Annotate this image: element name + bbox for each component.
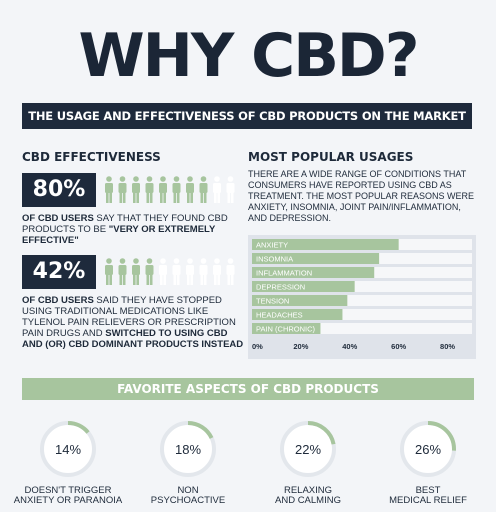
favorite-label: BEST MEDICAL RELIEF	[389, 485, 467, 506]
x-tick-label: 20%	[293, 342, 308, 351]
favorite-label: NON PSYCHOACTIVE	[150, 485, 226, 506]
person-icon	[226, 176, 235, 203]
effectiveness-heading: CBD EFFECTIVENESS	[22, 150, 161, 164]
stat-emphasis: "VERY OR EXTREMELY EFFECTIVE"	[22, 224, 216, 246]
stat-lead: OF CBD USERS	[22, 295, 94, 306]
x-tick-label: 80%	[440, 342, 455, 351]
person-icon	[118, 176, 127, 203]
ring-progress	[400, 421, 456, 477]
usage-bar-chart-svg: ANXIETY INSOMNIA INFLAMMATION DEPRESSION TEN…	[252, 239, 472, 351]
favorite-item: 22% RELAXING AND CALMING	[253, 418, 363, 506]
people-icons	[105, 176, 235, 203]
bar-label: INSOMNIA	[256, 255, 293, 264]
person-icon	[186, 258, 194, 285]
person-icon	[118, 258, 127, 285]
stat-body: SAY THAT THEY FOUND CBD PRODUCTS TO BE	[22, 213, 228, 235]
stat-percentage: 80%	[22, 173, 96, 207]
person-icon	[199, 176, 208, 203]
bar-label: DEPRESSION	[256, 283, 305, 292]
person-icon	[145, 258, 154, 285]
x-tick-label: 0%	[252, 342, 263, 351]
bar-track	[252, 309, 472, 320]
ring-progress	[280, 421, 336, 477]
ring-percentage: 14%	[55, 442, 81, 457]
usages-heading: MOST POPULAR USAGES	[248, 150, 414, 164]
stat-description: OF CBD USERS SAY THAT THEY FOUND CBD PRO…	[22, 213, 244, 246]
person-icon	[172, 258, 181, 285]
x-tick-label: 40%	[342, 342, 357, 351]
bar-track	[252, 323, 472, 334]
usage-bar-chart: ANXIETY INSOMNIA INFLAMMATION DEPRESSION TEN…	[248, 235, 476, 359]
bar-label: INFLAMMATION	[256, 269, 312, 278]
bar-label: TENSION	[256, 297, 289, 306]
stat-description: OF CBD USERS SAID THEY HAVE STOPPED USIN…	[22, 295, 244, 350]
bar-track	[252, 295, 472, 306]
progress-ring: 26%	[400, 421, 456, 477]
people-icons	[105, 258, 235, 285]
subtitle-banner: THE USAGE AND EFFECTIVENESS OF CBD PRODU…	[22, 103, 472, 129]
person-icon	[199, 258, 208, 285]
favorite-label: DOESN'T TRIGGER ANXIETY OR PARANOIA	[13, 485, 123, 506]
bar-track	[252, 281, 472, 292]
stat-emphasis: SWITCHED TO USING CBD AND (OR) CBD DOMIN…	[22, 328, 244, 350]
favorite-item: 18% NON PSYCHOACTIVE	[133, 418, 243, 506]
person-icon	[132, 258, 140, 285]
favorites-banner: FAVORITE ASPECTS OF CBD PRODUCTS	[22, 378, 474, 400]
ring-percentage: 26%	[415, 442, 441, 457]
stat-lead: OF CBD USERS	[22, 213, 94, 224]
ring-percentage: 18%	[175, 442, 201, 457]
bar	[252, 239, 399, 250]
bar	[252, 281, 355, 292]
stat-body: SAID THEY HAVE STOPPED USING TRADITIONAL…	[22, 295, 236, 339]
stat-percentage: 42%	[22, 255, 96, 289]
ring-progress	[40, 421, 96, 477]
person-icon	[172, 176, 181, 203]
progress-ring: 14%	[40, 421, 96, 477]
person-icon	[213, 176, 221, 203]
favorite-item: 14% DOESN'T TRIGGER ANXIETY OR PARANOIA	[13, 418, 123, 506]
progress-ring: 22%	[280, 421, 336, 477]
stat-row-80: 80%	[22, 173, 244, 207]
usages-description: THERE ARE A WIDE RANGE OF CONDITIONS THA…	[248, 169, 475, 223]
person-icon	[159, 176, 167, 203]
person-icon	[213, 258, 221, 285]
x-tick-label: 60%	[391, 342, 406, 351]
person-icon	[159, 258, 167, 285]
stat-row-42: 42%	[22, 255, 244, 289]
person-icon	[105, 258, 113, 285]
page-title: WHY CBD?	[78, 21, 419, 91]
bar	[252, 309, 343, 320]
progress-ring: 18%	[160, 421, 216, 477]
bar-label: HEADACHES	[256, 311, 303, 320]
bar-label: ANXIETY	[256, 241, 288, 250]
person-icon	[145, 176, 154, 203]
person-icon	[186, 176, 194, 203]
bar	[252, 295, 348, 306]
bar	[252, 253, 380, 264]
bar	[252, 323, 321, 334]
favorite-item: 26% BEST MEDICAL RELIEF	[373, 418, 483, 506]
person-icon	[132, 176, 140, 203]
person-icon	[105, 176, 113, 203]
favorite-label: RELAXING AND CALMING	[275, 485, 341, 506]
person-icon	[226, 258, 235, 285]
bar-label: PAIN (CHRONIC)	[256, 325, 316, 334]
ring-percentage: 22%	[295, 442, 321, 457]
ring-progress	[160, 421, 216, 477]
bar	[252, 267, 375, 278]
